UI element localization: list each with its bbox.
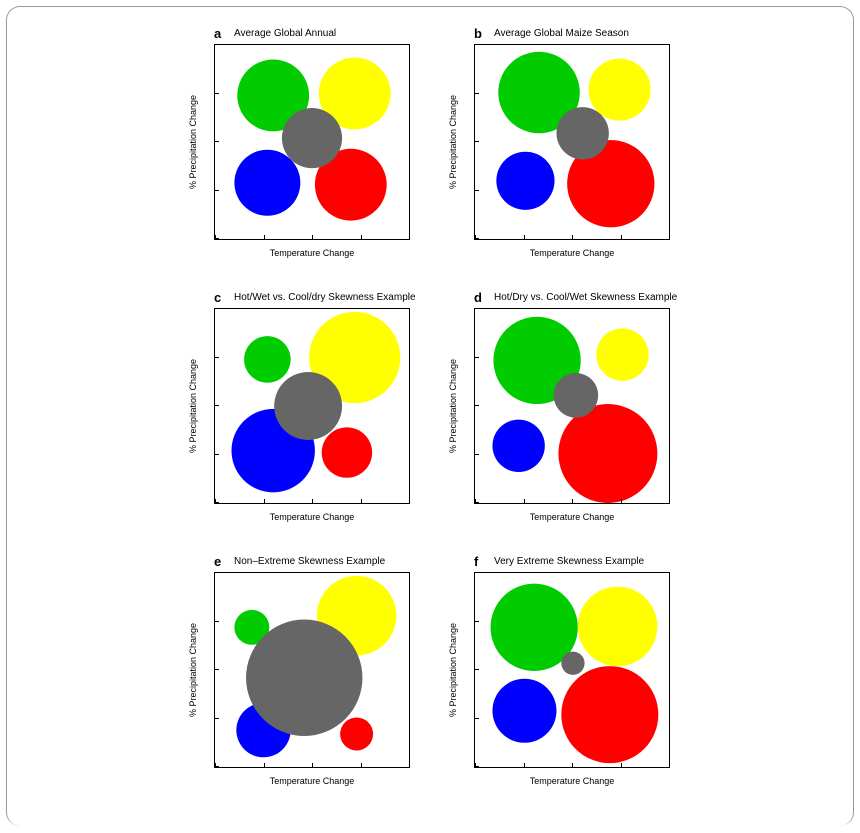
plot-box (214, 308, 410, 504)
x-axis-label: Temperature Change (214, 776, 410, 786)
y-axis-label: % Precipitation Change (448, 44, 466, 240)
bubble-chart (475, 45, 669, 239)
panel-title: Average Global Annual (234, 28, 336, 39)
panel-letter: f (474, 554, 478, 569)
bubble-chart (475, 309, 669, 503)
x-axis-label: Temperature Change (214, 248, 410, 258)
panel-c: c Hot/Wet vs. Cool/dry Skewness Example … (180, 286, 418, 534)
bubble (554, 373, 599, 418)
bubble (322, 427, 372, 477)
plot-box (474, 44, 670, 240)
bubble (234, 150, 300, 216)
y-axis-label: % Precipitation Change (448, 308, 466, 504)
bubble (596, 328, 648, 380)
panel-title: Non–Extreme Skewness Example (234, 556, 385, 567)
bubble-chart (475, 573, 669, 767)
x-axis-label: Temperature Change (474, 512, 670, 522)
bubble (496, 152, 554, 210)
plot-box (474, 572, 670, 768)
panel-d: d Hot/Dry vs. Cool/Wet Skewness Example … (440, 286, 678, 534)
panel-letter: d (474, 290, 482, 305)
panel-letter: b (474, 26, 482, 41)
bubble (492, 420, 544, 472)
plot-box (474, 308, 670, 504)
plot-box (214, 572, 410, 768)
bubble-chart (215, 45, 409, 239)
panel-letter: e (214, 554, 221, 569)
y-axis-label: % Precipitation Change (188, 308, 206, 504)
y-axis-label: % Precipitation Change (188, 572, 206, 768)
bubble (274, 372, 342, 440)
panel-title: Average Global Maize Season (494, 28, 629, 39)
bubble (282, 108, 342, 168)
bubble (556, 107, 608, 159)
y-axis-label: % Precipitation Change (188, 44, 206, 240)
plot-box (214, 44, 410, 240)
bubble (246, 620, 362, 736)
panel-f: f Very Extreme Skewness Example % Precip… (440, 550, 678, 798)
x-axis-label: Temperature Change (474, 248, 670, 258)
bubble (561, 666, 658, 763)
bubble (561, 652, 584, 675)
panel-letter: a (214, 26, 221, 41)
x-axis-label: Temperature Change (214, 512, 410, 522)
y-axis-label: % Precipitation Change (448, 572, 466, 768)
bubble (588, 59, 650, 121)
bubble (244, 336, 291, 383)
panel-title: Hot/Dry vs. Cool/Wet Skewness Example (494, 292, 677, 303)
panel-letter: c (214, 290, 221, 305)
panel-b: b Average Global Maize Season % Precipit… (440, 22, 678, 270)
bubble (340, 718, 373, 751)
bubble-chart (215, 309, 409, 503)
figure-canvas: a Average Global Annual % Precipitation … (0, 0, 860, 833)
bubble (578, 587, 658, 667)
panel-grid: a Average Global Annual % Precipitation … (180, 22, 678, 800)
panel-title: Very Extreme Skewness Example (494, 556, 644, 567)
panel-title: Hot/Wet vs. Cool/dry Skewness Example (234, 292, 416, 303)
bubble (558, 404, 657, 503)
bubble-chart (215, 573, 409, 767)
panel-a: a Average Global Annual % Precipitation … (180, 22, 418, 270)
x-axis-label: Temperature Change (474, 776, 670, 786)
panel-e: e Non–Extreme Skewness Example % Precipi… (180, 550, 418, 798)
bubble (492, 679, 556, 743)
